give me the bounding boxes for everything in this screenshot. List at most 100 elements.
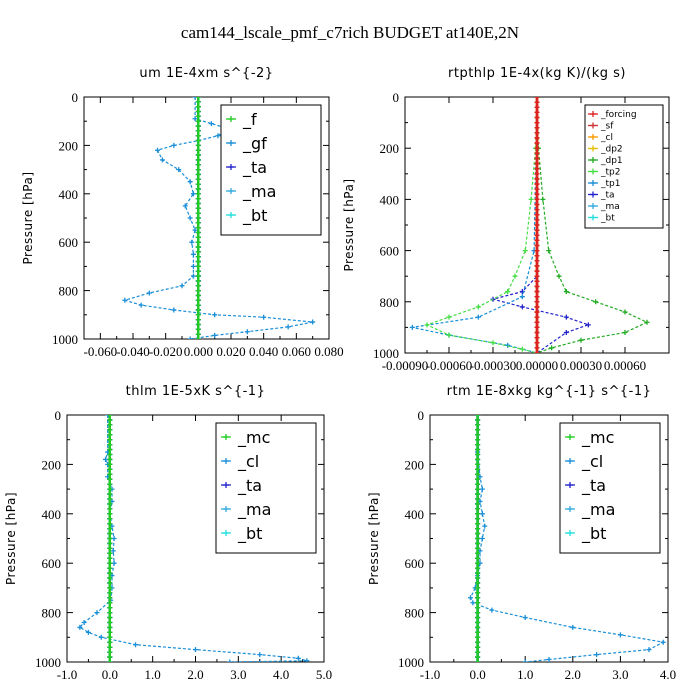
series-marker bbox=[187, 336, 193, 339]
series-marker bbox=[107, 585, 113, 591]
legend-label: _forcing bbox=[600, 110, 637, 120]
series-marker bbox=[475, 590, 481, 596]
series-marker bbox=[195, 200, 201, 206]
panel-4: rtm 1E-8xkg kg^{-1} s^{-1} Pressure [hPa]… bbox=[367, 384, 676, 682]
series-marker bbox=[534, 278, 540, 284]
series-marker bbox=[195, 152, 201, 158]
series-marker bbox=[187, 215, 193, 221]
panel-title: rtm 1E-8xkg kg^{-1} s^{-1} bbox=[447, 384, 652, 399]
series-marker bbox=[475, 536, 481, 541]
legend-marker bbox=[228, 212, 234, 218]
x-tick-label: -0.00030 bbox=[470, 358, 517, 373]
series-marker bbox=[107, 629, 113, 635]
legend-label: _bt bbox=[242, 206, 267, 226]
series-marker bbox=[212, 312, 218, 318]
series-marker bbox=[81, 619, 87, 625]
legend-box bbox=[220, 104, 322, 236]
series-marker bbox=[475, 415, 481, 418]
legend-marker bbox=[228, 188, 234, 194]
series-marker bbox=[479, 511, 485, 517]
series-marker bbox=[519, 346, 525, 352]
series-marker bbox=[107, 526, 113, 532]
series-marker bbox=[98, 634, 104, 640]
series-marker bbox=[107, 471, 113, 477]
series-marker bbox=[475, 659, 481, 662]
legend-box bbox=[584, 104, 664, 229]
legend-marker bbox=[590, 145, 596, 152]
series-marker bbox=[107, 442, 113, 448]
series-marker bbox=[195, 157, 201, 163]
legend-label: _ma bbox=[581, 500, 615, 520]
series-marker bbox=[475, 595, 481, 601]
y-tick-label: 1000 bbox=[398, 655, 424, 670]
series-marker bbox=[546, 248, 552, 254]
series-marker bbox=[534, 130, 540, 136]
series-marker bbox=[107, 511, 113, 517]
series-marker bbox=[195, 263, 201, 269]
series-marker bbox=[622, 330, 628, 336]
series-marker bbox=[195, 317, 201, 323]
series-marker bbox=[195, 162, 201, 168]
series-line-ta bbox=[490, 97, 591, 353]
legend-label: _dp1 bbox=[600, 156, 623, 166]
series-marker bbox=[195, 225, 201, 231]
series-marker bbox=[646, 647, 652, 653]
legend-label: _mc bbox=[237, 428, 270, 448]
legend-box bbox=[215, 422, 317, 554]
y-tick-label: 800 bbox=[42, 606, 62, 621]
series-marker bbox=[534, 253, 540, 259]
series-marker bbox=[563, 289, 569, 295]
series-marker bbox=[534, 120, 540, 126]
series-marker bbox=[107, 595, 113, 601]
series-marker bbox=[171, 307, 177, 313]
series-marker bbox=[475, 496, 481, 502]
series-marker bbox=[534, 104, 540, 110]
series-group bbox=[409, 97, 650, 353]
legend-label: _dp2 bbox=[600, 145, 623, 155]
series-marker bbox=[467, 595, 473, 601]
series-marker bbox=[195, 138, 201, 144]
series-marker bbox=[195, 234, 201, 240]
series-marker bbox=[107, 506, 113, 512]
series-marker bbox=[190, 191, 196, 197]
series-marker bbox=[549, 345, 555, 351]
series-marker bbox=[111, 536, 117, 541]
legend-label: _tp2 bbox=[600, 168, 620, 178]
series-marker bbox=[122, 297, 128, 303]
series-marker bbox=[190, 273, 196, 279]
x-tick-label: -0.00060 bbox=[426, 358, 473, 373]
y-tick-label: 0 bbox=[72, 90, 79, 105]
y-axis-label: Pressure [hPa] bbox=[4, 492, 18, 585]
series-marker bbox=[479, 486, 485, 492]
series-marker bbox=[475, 585, 481, 591]
series-marker bbox=[528, 196, 534, 202]
series-marker bbox=[534, 324, 540, 330]
series-marker bbox=[534, 202, 540, 208]
series-marker bbox=[107, 486, 113, 492]
series-marker bbox=[107, 536, 113, 541]
series-group bbox=[77, 415, 310, 662]
x-tick-label: 5.0 bbox=[316, 667, 332, 682]
series-marker bbox=[522, 615, 528, 621]
series-marker bbox=[475, 610, 481, 616]
series-marker bbox=[475, 486, 481, 492]
series-marker bbox=[534, 97, 540, 100]
series-marker bbox=[107, 615, 113, 621]
series-marker bbox=[475, 615, 481, 621]
series-marker bbox=[195, 133, 201, 139]
series-marker bbox=[107, 516, 113, 522]
series-marker bbox=[534, 289, 540, 295]
series-marker bbox=[534, 155, 540, 161]
legend-label: _cl bbox=[237, 452, 259, 472]
series-marker bbox=[193, 647, 198, 653]
series-marker bbox=[107, 654, 113, 660]
series-marker bbox=[257, 652, 263, 658]
series-marker bbox=[534, 161, 540, 167]
series-marker bbox=[195, 220, 201, 226]
series-marker bbox=[534, 350, 540, 353]
series-marker bbox=[446, 314, 452, 320]
legend-label: _mc bbox=[581, 428, 614, 448]
y-tick-label: 800 bbox=[405, 606, 425, 621]
series-marker bbox=[519, 294, 525, 300]
panel-title: um 1E-4xm s^{-2} bbox=[139, 66, 273, 81]
